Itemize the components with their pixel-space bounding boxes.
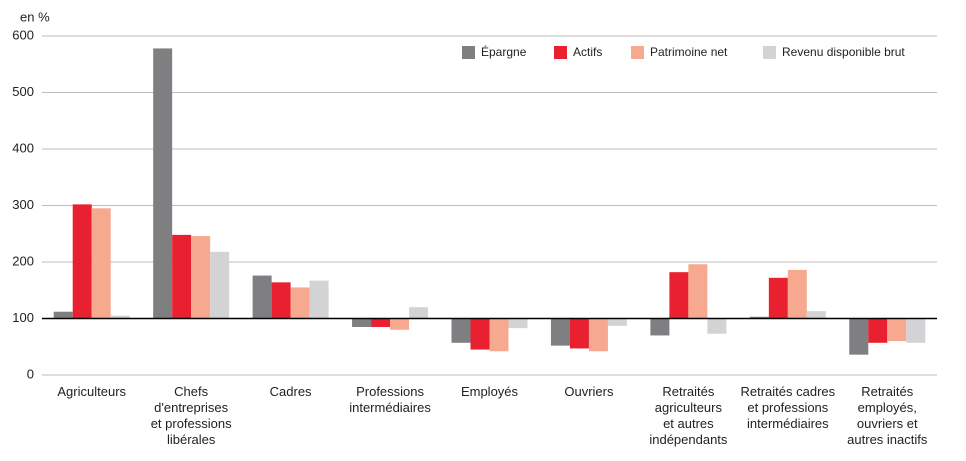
legend-swatch	[763, 46, 776, 59]
y-tick-label: 0	[27, 366, 34, 381]
bar	[569, 318, 589, 349]
bar	[607, 318, 627, 326]
bar	[352, 318, 372, 327]
x-tick-label: Retraités cadres et professions intermédia…	[741, 384, 836, 431]
bar	[849, 318, 869, 355]
y-tick-label: 600	[12, 27, 34, 42]
bar	[390, 318, 410, 330]
bar	[271, 282, 291, 319]
bar	[669, 272, 689, 319]
bar	[588, 318, 608, 352]
x-tick-label: Cadres	[270, 384, 312, 399]
bar	[309, 280, 329, 319]
bar	[470, 318, 490, 350]
legend-swatch	[554, 46, 567, 59]
y-tick-label: 200	[12, 253, 34, 268]
bar	[787, 269, 807, 319]
bar	[72, 204, 92, 319]
bar	[806, 311, 826, 319]
y-tick-label: 400	[12, 140, 34, 155]
bar	[153, 48, 173, 319]
bar	[172, 234, 192, 319]
bar	[210, 251, 230, 319]
bar	[409, 307, 429, 319]
legend-label: Épargne	[481, 44, 527, 59]
bar	[550, 318, 570, 346]
legend-label: Actifs	[573, 45, 602, 59]
x-tick-label: Retraités employés, ouvriers et autres inac…	[847, 384, 928, 447]
legend-swatch	[462, 46, 475, 59]
bar	[91, 208, 111, 319]
bar	[768, 277, 788, 319]
bar	[688, 264, 708, 319]
bar	[650, 318, 670, 336]
y-tick-label: 300	[12, 197, 34, 212]
bar	[707, 318, 727, 334]
x-tick-label: Ouvriers	[564, 384, 614, 399]
bar	[887, 318, 907, 342]
bar	[451, 318, 471, 343]
bar	[749, 316, 769, 319]
bar	[290, 287, 310, 319]
y-tick-label: 500	[12, 84, 34, 99]
legend-swatch	[631, 46, 644, 59]
bar	[868, 318, 888, 343]
x-tick-label: Employés	[461, 384, 519, 399]
legend-label: Patrimoine net	[650, 45, 728, 59]
x-tick-label: Professions intermédiaires	[349, 384, 431, 415]
bar	[906, 318, 926, 343]
x-tick-label: Retraités agriculteurs et autres indépendan…	[649, 384, 728, 447]
bar	[53, 311, 73, 319]
bar	[191, 236, 211, 319]
x-tick-label: Chefs d'entreprises et professions libérale…	[151, 384, 232, 447]
x-tick-label: Agriculteurs	[57, 384, 126, 399]
bar	[508, 318, 528, 329]
bar	[489, 318, 509, 352]
y-axis-label: en %	[20, 9, 50, 24]
bar	[371, 318, 391, 327]
bar	[252, 275, 272, 319]
legend-label: Revenu disponible brut	[782, 45, 905, 59]
y-tick-label: 100	[12, 310, 34, 325]
bar	[110, 315, 130, 319]
